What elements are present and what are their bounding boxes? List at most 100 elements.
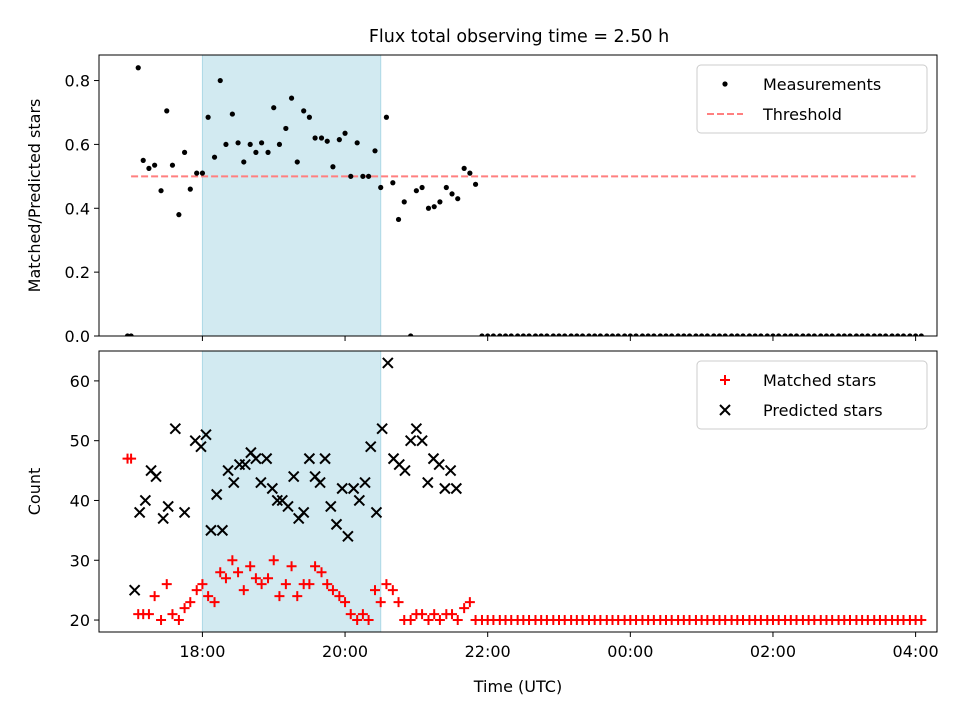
data-point (256, 579, 267, 590)
x-tick-label: 02:00 (750, 642, 796, 661)
data-point (239, 458, 251, 471)
x-tick-label: 00:00 (607, 642, 653, 661)
data-point (579, 333, 586, 336)
data-point (161, 579, 172, 590)
y-axis-label: Count (25, 468, 44, 516)
data-point (185, 597, 196, 608)
data-point (268, 555, 279, 566)
data-point (459, 603, 470, 614)
data-point (615, 333, 621, 336)
legend-label: Measurements (763, 75, 881, 94)
legend-marker (722, 81, 728, 87)
data-point (227, 555, 238, 566)
y-tick-label: 0.4 (65, 199, 90, 218)
data-point (342, 530, 354, 543)
data-point (651, 333, 657, 336)
data-point (370, 585, 381, 596)
data-point (169, 162, 176, 168)
legend: Measurements Threshold (696, 64, 928, 134)
data-point (657, 333, 663, 336)
y-tick-label: 40 (70, 491, 90, 510)
data-point (271, 494, 284, 507)
data-point (194, 170, 200, 176)
data-point (169, 423, 182, 435)
data-point (286, 561, 297, 572)
legend-label: Threshold (762, 105, 842, 124)
data-point (740, 333, 746, 336)
data-point (197, 579, 208, 590)
data-point (455, 196, 461, 202)
data-point (292, 591, 303, 602)
data-point (437, 199, 443, 205)
data-point (247, 141, 253, 148)
data-point (250, 452, 262, 465)
data-point (597, 333, 603, 336)
data-point (408, 333, 414, 336)
data-point (306, 114, 312, 120)
data-point (271, 105, 277, 111)
data-point (433, 458, 445, 471)
data-point (401, 199, 407, 205)
series-matched-stars (122, 453, 927, 626)
data-point (210, 488, 223, 501)
data-point (276, 141, 283, 148)
data-point (592, 333, 598, 336)
data-point (260, 452, 273, 465)
data-point (178, 506, 191, 519)
data-point (515, 333, 521, 336)
data-point (907, 333, 913, 336)
data-point (562, 333, 568, 336)
data-point (669, 333, 675, 336)
data-point (365, 440, 377, 453)
data-point (128, 333, 134, 336)
data-point (472, 181, 479, 187)
data-point (918, 333, 924, 336)
data-point (776, 333, 782, 336)
data-point (556, 333, 562, 336)
x-tick-label: 20:00 (322, 642, 368, 661)
data-point (847, 333, 853, 336)
data-point (419, 184, 425, 191)
data-point (199, 170, 206, 176)
data-point (211, 154, 218, 160)
data-point (187, 186, 193, 192)
data-point (255, 476, 267, 489)
data-point (729, 333, 735, 336)
data-point (209, 597, 220, 608)
data-point (538, 333, 544, 336)
data-point (900, 333, 907, 336)
data-point (916, 615, 927, 626)
data-point (287, 470, 300, 483)
data-point (301, 108, 307, 114)
data-point (357, 609, 368, 620)
data-point (770, 333, 776, 336)
data-point (150, 470, 162, 483)
data-point (429, 609, 440, 620)
data-point (353, 494, 366, 507)
x-tick-label: 04:00 (893, 642, 939, 661)
data-point (282, 500, 294, 513)
legend-box (696, 64, 928, 134)
data-point (294, 159, 300, 165)
data-point (859, 333, 865, 336)
data-point (450, 482, 463, 495)
data-point (877, 333, 883, 336)
y-tick-label: 30 (70, 551, 90, 570)
data-point (253, 149, 259, 155)
data-point (205, 524, 217, 537)
ratio-panel: 0.0 0.2 0.4 0.6 0.8 Matched/Predicted stars Me… (25, 54, 938, 346)
data-point (235, 140, 241, 146)
data-point (263, 573, 274, 584)
data-point (490, 333, 496, 336)
data-point (479, 333, 485, 336)
data-point (485, 333, 491, 336)
data-point (447, 609, 458, 620)
data-point (520, 333, 526, 336)
data-point (758, 333, 764, 336)
data-point (416, 434, 428, 447)
data-point (360, 173, 366, 179)
data-point (179, 603, 190, 614)
data-point (316, 567, 327, 578)
data-point (913, 333, 919, 336)
data-point (413, 188, 419, 194)
